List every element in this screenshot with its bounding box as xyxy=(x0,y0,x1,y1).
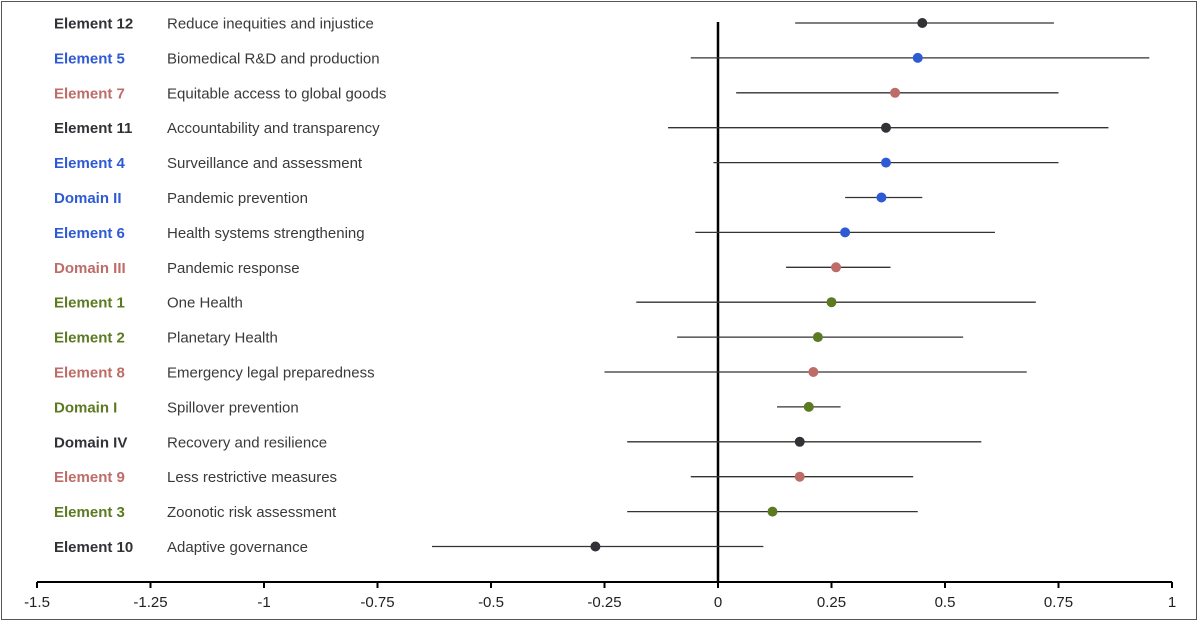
row-description-label: Equitable access to global goods xyxy=(167,85,386,102)
row-name-label: Domain III xyxy=(54,260,126,277)
x-tick-label: -0.25 xyxy=(587,594,621,611)
x-tick-label: -1 xyxy=(257,594,270,611)
row-description-label: Planetary Health xyxy=(167,330,278,347)
rows-layer: Element 12 Reduce inequities and injustic… xyxy=(54,16,1150,582)
row-description-label: Spillover prevention xyxy=(167,399,299,416)
row-description-label: Health systems strengthening xyxy=(167,225,365,242)
x-tick-label: -1.5 xyxy=(24,594,50,611)
row-name-label: Element 3 xyxy=(54,504,125,521)
point-estimate-marker xyxy=(767,506,778,517)
x-tick-label: 0.25 xyxy=(817,594,846,611)
point-estimate-marker xyxy=(876,192,887,203)
row-description-label: One Health xyxy=(167,295,243,312)
row-name-label: Element 11 xyxy=(54,120,132,137)
row-name-label: Element 7 xyxy=(54,85,125,102)
forest-row: Element 8 Emergency legal preparedness xyxy=(54,365,1027,382)
x-axis: -1.5 -1.25 -1 -0.75 -0.5 -0.25 0 0.25 0.5 0.75 1 xyxy=(24,581,1176,611)
forest-row: Element 10 Adaptive governance xyxy=(54,539,764,556)
row-name-label: Element 1 xyxy=(54,295,125,312)
point-estimate-marker xyxy=(917,18,928,28)
forest-row: Domain II Pandemic prevention xyxy=(54,190,923,207)
row-description-label: Pandemic prevention xyxy=(167,190,308,207)
x-tick-label: 1 xyxy=(1168,594,1176,611)
forest-row: Domain I Spillover prevention xyxy=(54,399,841,416)
row-description-label: Adaptive governance xyxy=(167,539,308,556)
point-estimate-marker xyxy=(808,367,819,377)
x-tick-label: 0 xyxy=(714,594,722,611)
row-name-label: Element 9 xyxy=(54,469,125,486)
forest-row: Element 7 Equitable access to global good… xyxy=(54,85,1059,102)
row-name-label: Element 2 xyxy=(54,330,125,347)
row-name-label: Element 12 xyxy=(54,16,133,33)
row-description-label: Surveillance and assessment xyxy=(167,155,363,172)
row-name-label: Element 8 xyxy=(54,365,125,382)
forest-row: Element 5 Biomedical R&D and production xyxy=(54,50,1150,67)
forest-row: Element 9 Less restrictive measures xyxy=(54,469,914,486)
point-estimate-marker xyxy=(590,541,601,552)
point-estimate-marker xyxy=(880,122,891,133)
row-description-label: Accountability and transparency xyxy=(167,120,380,137)
point-estimate-marker xyxy=(831,262,842,273)
x-tick-label: 0.75 xyxy=(1044,594,1073,611)
row-description-label: Recovery and resilience xyxy=(167,434,327,451)
forest-row: Element 4 Surveillance and assessment xyxy=(54,155,1059,172)
point-estimate-marker xyxy=(812,332,823,343)
forest-row: Element 6 Health systems strengthening xyxy=(54,225,995,242)
x-tick-label: -0.5 xyxy=(478,594,504,611)
row-name-label: Element 4 xyxy=(54,155,126,172)
row-name-label: Element 5 xyxy=(54,50,125,67)
forest-row: Domain IV Recovery and resilience xyxy=(54,434,982,451)
x-tick-label: -0.75 xyxy=(360,594,394,611)
row-description-label: Reduce inequities and injustice xyxy=(167,16,374,33)
forest-row: Element 2 Planetary Health xyxy=(54,330,964,347)
point-estimate-marker xyxy=(890,87,901,98)
row-name-label: Domain IV xyxy=(54,434,127,451)
point-estimate-marker xyxy=(912,52,923,63)
row-name-label: Element 6 xyxy=(54,225,125,242)
row-description-label: Zoonotic risk assessment xyxy=(167,504,337,521)
row-name-label: Domain II xyxy=(54,190,122,207)
point-estimate-marker xyxy=(794,471,805,482)
point-estimate-marker xyxy=(880,157,891,168)
row-description-label: Biomedical R&D and production xyxy=(167,50,380,67)
point-estimate-marker xyxy=(826,297,837,308)
point-estimate-marker xyxy=(794,436,805,447)
forest-row: Element 11 Accountability and transparenc… xyxy=(54,120,1109,137)
x-tick-label: 0.5 xyxy=(935,594,956,611)
row-name-label: Element 10 xyxy=(54,539,133,556)
x-tick-label: -1.25 xyxy=(133,594,167,611)
row-description-label: Less restrictive measures xyxy=(167,469,337,486)
row-name-label: Domain I xyxy=(54,399,117,416)
row-description-label: Pandemic response xyxy=(167,260,300,277)
forest-row: Element 12 Reduce inequities and injustic… xyxy=(54,16,1054,33)
forest-row: Element 3 Zoonotic risk assessment xyxy=(54,504,918,521)
forest-row: Domain III Pandemic response xyxy=(54,260,891,277)
point-estimate-marker xyxy=(803,401,814,412)
point-estimate-marker xyxy=(840,227,851,238)
forest-row: Element 1 One Health xyxy=(54,295,1036,312)
row-description-label: Emergency legal preparedness xyxy=(167,365,375,382)
